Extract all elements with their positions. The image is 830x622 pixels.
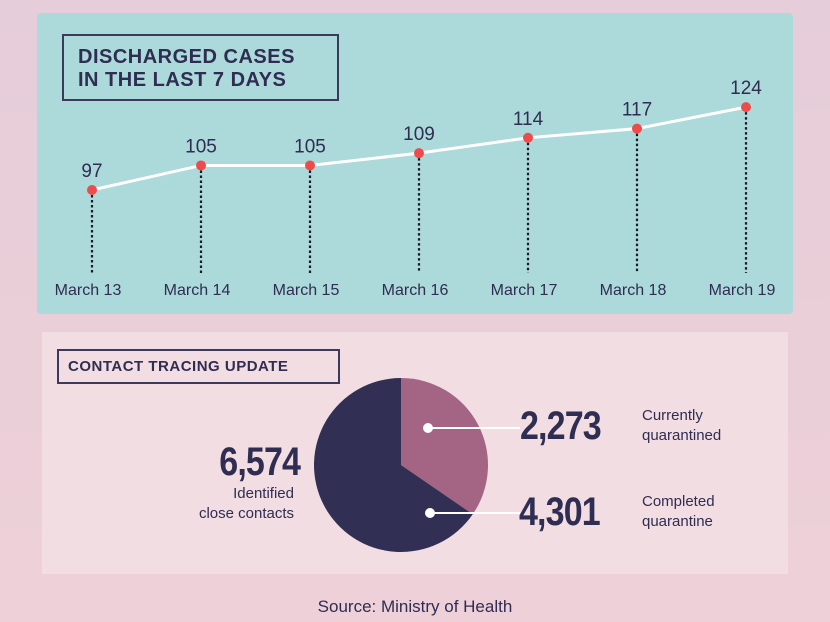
line-chart-title: DISCHARGED CASES IN THE LAST 7 DAYS (62, 34, 339, 101)
x-tick-label: March 17 (491, 282, 558, 299)
slice-label-line: quarantine (642, 513, 713, 530)
x-tick-label: March 16 (382, 282, 449, 299)
x-tick-label: March 14 (164, 282, 231, 299)
title-line-2: IN THE LAST 7 DAYS (78, 69, 287, 91)
leader-dot (425, 508, 435, 518)
data-point (632, 123, 642, 134)
data-label: 114 (513, 109, 544, 130)
x-tick-label: March 13 (55, 282, 122, 299)
slice-label-line: quarantined (642, 427, 722, 444)
data-label: 97 (81, 161, 102, 182)
data-point (196, 160, 206, 171)
data-point (741, 102, 751, 113)
data-label: 109 (403, 124, 435, 145)
slice-value-completed: 4,301 (519, 490, 601, 534)
data-point (87, 185, 97, 195)
pie-slice (314, 378, 473, 552)
discharged-cases-panel: DISCHARGED CASES IN THE LAST 7 DAYS 97 Ma… (37, 13, 793, 314)
line-chart: 97 March 13 105 March 14 105 March 15 109 March… (55, 78, 776, 299)
data-point (523, 132, 533, 143)
data-label: 105 (294, 136, 326, 157)
total-label: Identified close contacts (199, 484, 294, 524)
contact-tracing-panel: CONTACT TRACING UPDATE 6,574 Identified … (42, 332, 788, 574)
data-label: 124 (730, 78, 762, 99)
slice-label-line: Currently (642, 407, 703, 424)
x-tick-label: March 19 (709, 282, 776, 299)
pie-slice (401, 378, 488, 515)
total-label-line: Identified (233, 485, 294, 502)
pie-chart (314, 378, 520, 552)
x-tick-label: March 15 (273, 282, 340, 299)
title-line-1: DISCHARGED CASES (78, 46, 295, 68)
x-tick-label: March 18 (600, 282, 667, 299)
source-note: Source: Ministry of Health (317, 597, 513, 616)
slice-label-completed: Completed quarantine (642, 492, 715, 532)
slice-label-quarantined: Currently quarantined (642, 406, 721, 446)
data-label: 105 (185, 136, 217, 157)
data-point (305, 160, 315, 171)
slice-value-quarantined: 2,273 (520, 404, 602, 448)
data-label: 117 (622, 100, 652, 121)
total-value: 6,574 (219, 440, 301, 484)
data-point (414, 148, 424, 159)
pie-chart-title: CONTACT TRACING UPDATE (57, 349, 340, 384)
total-label-line: close contacts (198, 505, 294, 522)
slice-label-line: Completed (642, 493, 715, 510)
leader-dot (423, 423, 433, 433)
